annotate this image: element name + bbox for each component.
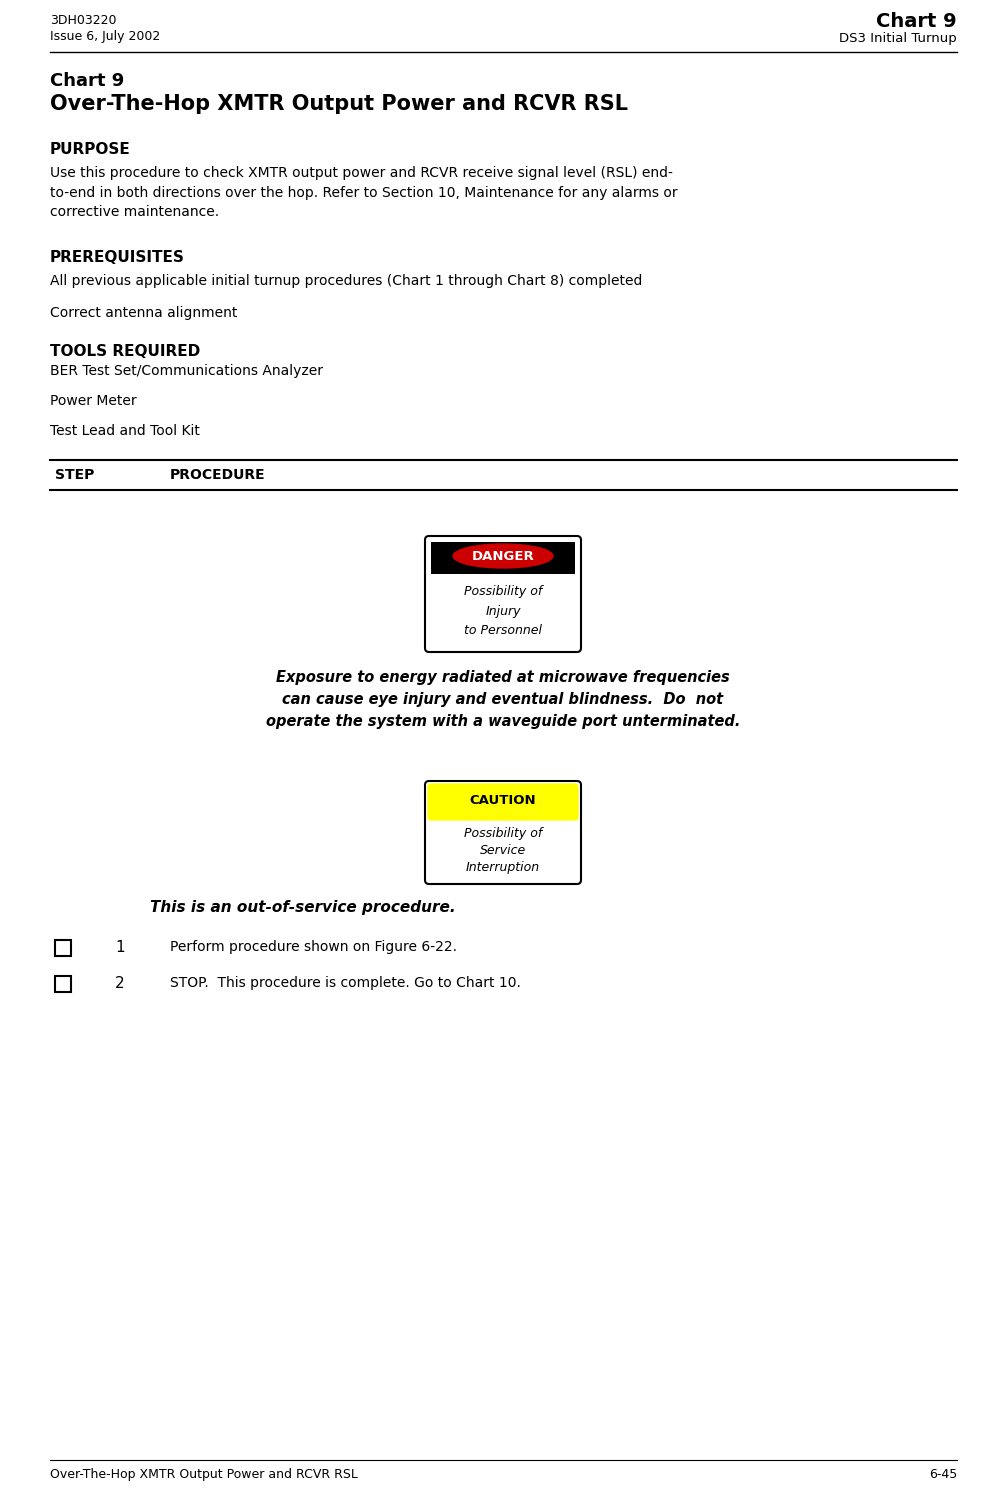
FancyBboxPatch shape	[425, 536, 581, 652]
Text: PURPOSE: PURPOSE	[50, 142, 131, 157]
Text: CAUTION: CAUTION	[469, 793, 537, 806]
Text: Injury: Injury	[485, 606, 521, 618]
Text: Issue 6, July 2002: Issue 6, July 2002	[50, 30, 160, 43]
Ellipse shape	[453, 543, 553, 567]
Text: Exposure to energy radiated at microwave frequencies: Exposure to energy radiated at microwave…	[276, 670, 730, 685]
Text: 2: 2	[115, 976, 125, 991]
Text: STOP.  This procedure is complete. Go to Chart 10.: STOP. This procedure is complete. Go to …	[170, 976, 521, 990]
Text: This is an out-of-service procedure.: This is an out-of-service procedure.	[150, 900, 455, 915]
Text: Chart 9: Chart 9	[50, 72, 124, 90]
Text: Interruption: Interruption	[466, 860, 540, 873]
Text: Test Lead and Tool Kit: Test Lead and Tool Kit	[50, 424, 199, 437]
Text: Possibility of: Possibility of	[464, 585, 542, 599]
Text: DANGER: DANGER	[471, 549, 535, 563]
Text: Over-The-Hop XMTR Output Power and RCVR RSL: Over-The-Hop XMTR Output Power and RCVR …	[50, 94, 628, 113]
Text: to Personnel: to Personnel	[464, 624, 542, 636]
Text: 1: 1	[115, 941, 125, 956]
Text: Chart 9: Chart 9	[876, 12, 957, 31]
Text: Possibility of: Possibility of	[464, 827, 542, 839]
Text: 3DH03220: 3DH03220	[50, 13, 117, 27]
Bar	[431, 542, 575, 573]
FancyBboxPatch shape	[428, 784, 578, 820]
Text: PROCEDURE: PROCEDURE	[170, 467, 266, 482]
Text: All previous applicable initial turnup procedures (Chart 1 through Chart 8) comp: All previous applicable initial turnup p…	[50, 275, 642, 288]
Bar	[55, 941, 71, 956]
Text: PREREQUISITES: PREREQUISITES	[50, 249, 185, 264]
Text: STEP: STEP	[55, 467, 95, 482]
Text: Perform procedure shown on Figure 6‑22.: Perform procedure shown on Figure 6‑22.	[170, 941, 457, 954]
Text: Use this procedure to check XMTR output power and RCVR receive signal level (RSL: Use this procedure to check XMTR output …	[50, 166, 678, 219]
Text: can cause eye injury and eventual blindness.  Do  not: can cause eye injury and eventual blindn…	[282, 691, 724, 708]
FancyBboxPatch shape	[425, 781, 581, 884]
Text: Over-The-Hop XMTR Output Power and RCVR RSL: Over-The-Hop XMTR Output Power and RCVR …	[50, 1468, 357, 1481]
Text: Service: Service	[480, 845, 526, 857]
Text: 6-45: 6-45	[928, 1468, 957, 1481]
Text: Power Meter: Power Meter	[50, 394, 137, 408]
Text: BER Test Set/Communications Analyzer: BER Test Set/Communications Analyzer	[50, 364, 323, 378]
Bar	[55, 976, 71, 991]
Text: Correct antenna alignment: Correct antenna alignment	[50, 306, 238, 320]
Text: operate the system with a waveguide port unterminated.: operate the system with a waveguide port…	[266, 714, 740, 729]
Text: DS3 Initial Turnup: DS3 Initial Turnup	[839, 31, 957, 45]
Text: TOOLS REQUIRED: TOOLS REQUIRED	[50, 343, 200, 358]
